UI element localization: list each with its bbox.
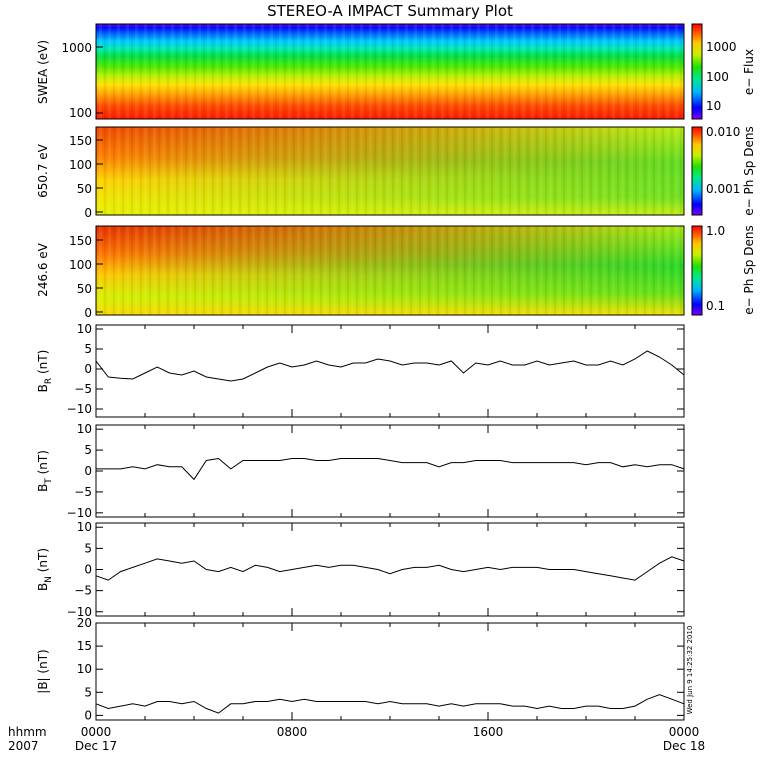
bn-ytick-label: 5 bbox=[84, 541, 92, 555]
bn-ytick-label: −5 bbox=[74, 584, 92, 598]
pad-650-tick-label-50: 50 bbox=[77, 182, 92, 196]
swea-tick-label-100: 100 bbox=[69, 106, 92, 120]
bmag-ylabel-main: |B| (nT) bbox=[36, 649, 50, 693]
br-ytick-label: −10 bbox=[67, 402, 92, 416]
x-tick-label-0000-end: 0000 bbox=[669, 725, 700, 739]
bt-ytick-label: 5 bbox=[84, 443, 92, 457]
swea-colorbar-tick-100: 100 bbox=[706, 70, 729, 84]
pad-246-tick-label-50: 50 bbox=[77, 282, 92, 296]
pad-650-ylabel: 650.7 eV bbox=[36, 143, 50, 198]
start-date-label: Dec 17 bbox=[75, 739, 117, 753]
swea-spectrogram-panel: 1000 100 SWEA (eV) 1000 100 10 e− Flux bbox=[36, 23, 756, 120]
br-ytick-label: 5 bbox=[84, 342, 92, 356]
bmag-ylabel: |B| (nT) bbox=[36, 649, 50, 693]
swea-colorbar-tick-10: 10 bbox=[706, 99, 721, 113]
bt-ylabel-unit: (nT) bbox=[36, 450, 50, 478]
swea-colorbar-tick-1000: 1000 bbox=[706, 40, 737, 54]
br-frame bbox=[95, 324, 685, 418]
br-ytick-label: −5 bbox=[74, 382, 92, 396]
bn-ytick-label: 10 bbox=[77, 520, 92, 534]
bn-ylabel-main: B bbox=[36, 583, 50, 591]
bt-ylabel: BT (nT) bbox=[36, 450, 54, 492]
pad-246-colorbar bbox=[691, 225, 703, 316]
year-label: 2007 bbox=[8, 739, 39, 753]
bt-frame bbox=[95, 424, 685, 518]
pad-246-tick-label-150: 150 bbox=[69, 234, 92, 248]
bmag-ytick-label: 5 bbox=[84, 685, 92, 699]
x-tick-label-1600: 1600 bbox=[473, 725, 504, 739]
pad-650-colorbar-label: e− Ph Sp Dens bbox=[742, 126, 756, 215]
pad-650-panel: 150 100 50 0 650.7 eV 0.010 0.001 e− Ph … bbox=[36, 125, 756, 220]
bn-ytick-label: 0 bbox=[84, 563, 92, 577]
bt-ytick-label: 10 bbox=[77, 422, 92, 436]
br-ylabel-unit: (nT) bbox=[36, 350, 50, 378]
bt-panel: 10 5 0 −5 −10 BT (nT) bbox=[36, 422, 685, 520]
pad-650-streaks bbox=[96, 127, 684, 215]
pad-650-tick-label-150: 150 bbox=[69, 134, 92, 148]
br-ytick-label: 0 bbox=[84, 362, 92, 376]
br-ylabel-main: B bbox=[36, 384, 50, 392]
bt-trace bbox=[96, 457, 685, 481]
swea-colorbar-label: e− Flux bbox=[742, 49, 756, 95]
x-tick-label-0800: 0800 bbox=[277, 725, 308, 739]
x-tick-label-0000-start: 0000 bbox=[81, 725, 112, 739]
pad-246-ylabel: 246.6 eV bbox=[36, 242, 50, 297]
bt-ylabel-sub: T bbox=[44, 478, 54, 485]
pad-650-colorbar-tick-0001: 0.001 bbox=[706, 182, 740, 196]
swea-tick-label-1000: 1000 bbox=[61, 41, 92, 55]
bn-ylabel-unit: (nT) bbox=[36, 548, 50, 576]
pad-246-colorbar-label: e− Ph Sp Dens bbox=[742, 225, 756, 314]
end-date-label: Dec 18 bbox=[663, 739, 705, 753]
swea-spectrogram-streaks bbox=[96, 24, 684, 119]
br-ylabel-sub: R bbox=[44, 378, 54, 384]
pad-246-frame bbox=[95, 225, 685, 316]
pad-246-colorbar-tick-01: 0.1 bbox=[706, 299, 725, 313]
timestamp-note: Wed Jun 9 14:25:32 2010 bbox=[686, 626, 694, 715]
bn-ylabel: BN (nT) bbox=[36, 548, 54, 591]
bn-trace bbox=[95, 556, 685, 581]
pad-246-tick-label-0: 0 bbox=[84, 306, 92, 320]
bt-ytick-label: 0 bbox=[84, 464, 92, 478]
pad-650-tick-label-100: 100 bbox=[69, 158, 92, 172]
bmag-ytick-label: 10 bbox=[77, 662, 92, 676]
bmag-panel: 20 15 10 5 0 |B| (nT) bbox=[36, 616, 685, 722]
figure-title: STEREO-A IMPACT Summary Plot bbox=[267, 2, 513, 20]
bn-frame bbox=[95, 522, 685, 617]
br-ytick-label: 10 bbox=[77, 322, 92, 336]
pad-246-tick-label-100: 100 bbox=[69, 258, 92, 272]
bt-ylabel-main: B bbox=[36, 484, 50, 492]
bmag-ytick-label: 20 bbox=[77, 616, 92, 630]
br-panel: 10 5 0 −5 −10 BR (nT) bbox=[36, 322, 685, 418]
bmag-ytick-label: 15 bbox=[77, 639, 92, 653]
pad-650-colorbar-tick-0010: 0.010 bbox=[706, 125, 740, 139]
br-trace bbox=[95, 350, 685, 382]
bn-ytick-label: −10 bbox=[67, 605, 92, 619]
hhmm-label: hhmm bbox=[8, 725, 47, 739]
pad-650-tick-label-0: 0 bbox=[84, 206, 92, 220]
bmag-ytick-label: 0 bbox=[84, 708, 92, 722]
swea-ylabel: SWEA (eV) bbox=[36, 40, 50, 104]
bn-ylabel-sub: N bbox=[44, 576, 54, 583]
bn-panel: 10 5 0 −5 −10 BN (nT) bbox=[36, 520, 685, 619]
pad-650-colorbar bbox=[691, 126, 703, 216]
br-ylabel: BR (nT) bbox=[36, 350, 54, 393]
swea-colorbar bbox=[691, 23, 703, 120]
pad-246-colorbar-tick-10: 1.0 bbox=[706, 224, 725, 238]
pad-246-panel: 150 100 50 0 246.6 eV 1.0 0.1 e− Ph Sp D… bbox=[36, 224, 756, 320]
bmag-trace bbox=[95, 694, 685, 714]
time-axis: hhmm 2007 0000 0800 1600 0000 Dec 17 Dec… bbox=[8, 725, 705, 753]
pad-650-frame bbox=[95, 126, 685, 216]
swea-frame bbox=[95, 23, 685, 120]
bt-ytick-label: −5 bbox=[74, 485, 92, 499]
bmag-frame bbox=[95, 622, 685, 721]
pad-246-streaks bbox=[96, 226, 684, 315]
bt-ytick-label: −10 bbox=[67, 506, 92, 520]
